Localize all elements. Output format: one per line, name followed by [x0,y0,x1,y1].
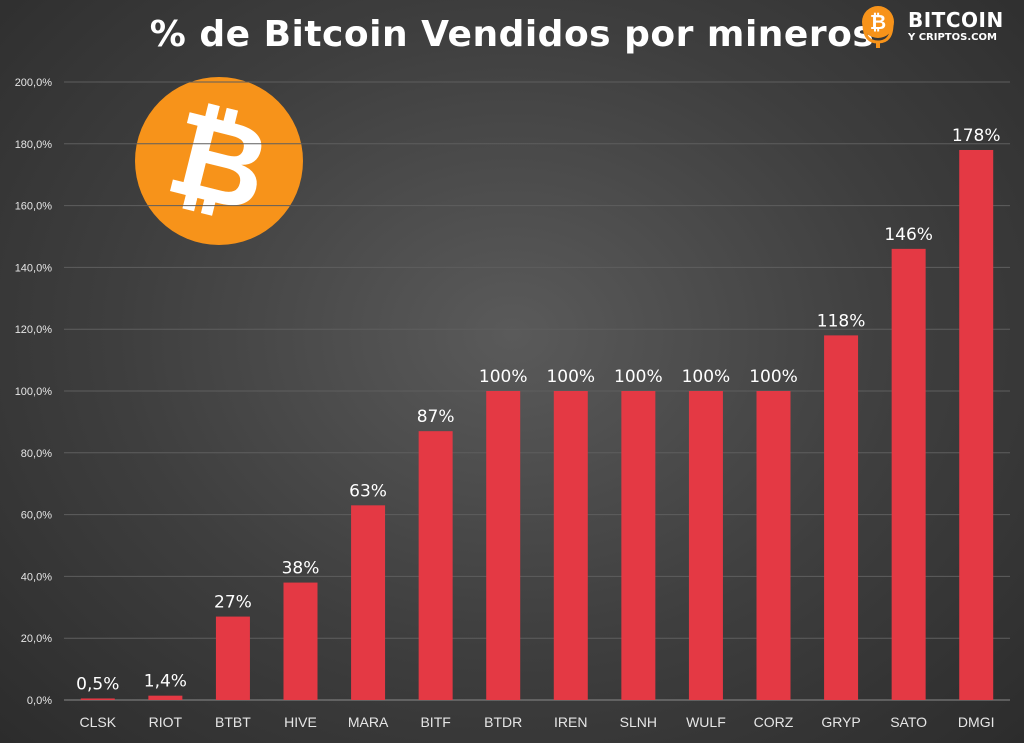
y-tick-label: 40,0% [21,571,52,583]
data-label: 100% [749,367,798,387]
svg-text:₿: ₿ [870,10,886,34]
brand-name: BITCOIN [908,8,1004,32]
bar-gryp [824,335,859,700]
y-tick-label: 200,0% [15,77,53,89]
brand-subname: Y CRIPTOS.COM [908,32,997,43]
bar-clsk [80,698,115,700]
x-tick-label: BTDR [484,714,522,730]
y-tick-label: 140,0% [15,262,53,274]
y-tick-label: 180,0% [15,139,53,151]
bar-sato [891,248,926,701]
y-tick-label: 160,0% [15,201,53,213]
microphone-bitcoin-icon: ₿ [862,6,894,48]
x-tick-label: SATO [890,714,927,730]
bar-mara [351,505,386,700]
x-tick-label: HIVE [284,714,317,730]
brand-logo: ₿ BITCOIN Y CRIPTOS.COM [856,4,1020,50]
data-label: 178% [952,126,1001,146]
x-tick-label: DMGI [958,714,995,730]
bar-dmgi [959,149,994,701]
x-tick-label: GRYP [821,714,860,730]
y-tick-label: 80,0% [21,448,52,460]
x-tick-label: IREN [554,714,587,730]
x-tick-label: CLSK [79,714,116,730]
data-label: 38% [282,559,320,579]
bitcoin-logo-icon: ₿ [135,77,303,245]
data-label: 27% [214,593,252,613]
x-tick-label: WULF [686,714,726,730]
y-tick-label: 100,0% [15,386,53,398]
data-label: 100% [546,367,595,387]
data-label: 118% [817,311,866,331]
data-label: 100% [614,367,663,387]
bar-slnh [621,391,656,700]
y-tick-label: 20,0% [21,633,52,645]
x-tick-label: MARA [348,714,389,730]
chart-title: % de Bitcoin Vendidos por mineros [149,14,875,55]
data-label: 146% [884,225,933,245]
data-label: 100% [479,367,528,387]
y-tick-label: 60,0% [21,510,52,522]
data-label: 87% [417,407,455,427]
y-tick-label: 0,0% [27,695,52,707]
bar-corz [756,391,791,700]
bar-iren [553,391,588,700]
data-label: 100% [682,367,731,387]
bar-bitf [418,431,453,700]
x-tick-label: BITF [420,714,450,730]
data-label: 0,5% [76,674,119,694]
y-tick-label: 120,0% [15,324,53,336]
bar-hive [283,582,318,700]
x-tick-label: CORZ [754,714,794,730]
data-label: 63% [349,481,387,501]
bar-wulf [688,391,723,700]
x-tick-label: SLNH [620,714,657,730]
bar-btdr [486,391,521,700]
bar-btbt [215,616,250,700]
x-tick-label: RIOT [149,714,183,730]
x-tick-label: BTBT [215,714,251,730]
data-label: 1,4% [144,672,187,692]
bar-riot [148,695,183,700]
